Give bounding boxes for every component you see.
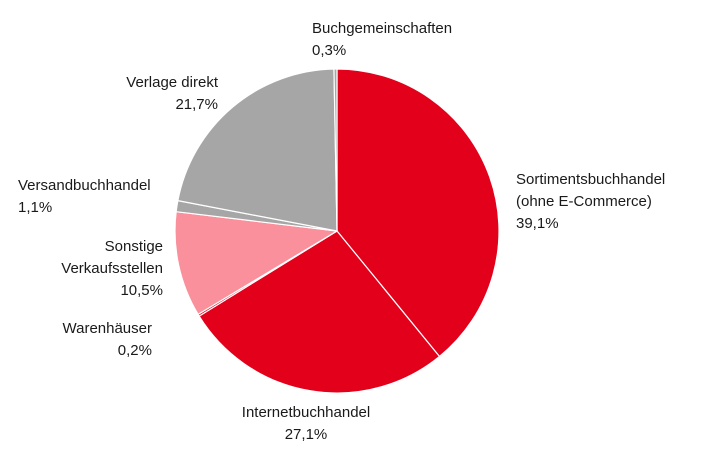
label-internetbuchhandel: Internetbuchhandel 27,1% xyxy=(242,404,370,443)
label-text: Warenhäuser xyxy=(63,320,153,337)
label-text: Verkaufsstellen xyxy=(61,260,163,277)
label-value: 27,1% xyxy=(285,426,328,443)
label-value: 39,1% xyxy=(516,215,559,232)
label-warenhaeuser: Warenhäuser 0,2% xyxy=(63,320,153,359)
label-sortimentsbuchhandel-ohne-e-commerce: Sortimentsbuchhandel (ohne E-Commerce) 39,… xyxy=(516,171,665,232)
label-value: 0,2% xyxy=(118,342,152,359)
label-text: Internetbuchhandel xyxy=(242,404,370,421)
label-verlage-direkt: Verlage direkt 21,7% xyxy=(126,74,219,113)
slice-buchgemeinschaften xyxy=(333,68,338,232)
label-versandbuchhandel: Versandbuchhandel 1,1% xyxy=(18,177,151,216)
label-sonstige-verkaufsstellen: Sonstige Verkaufsstellen 10,5% xyxy=(61,238,163,299)
slice-internetbuchhandel xyxy=(198,230,441,394)
label-text: Sonstige xyxy=(105,238,163,255)
label-text: Versandbuchhandel xyxy=(18,177,151,194)
slice-verlage-direkt xyxy=(177,68,338,232)
pie-slices xyxy=(174,68,500,394)
label-value: 10,5% xyxy=(120,282,163,299)
slice-sonstige-verkaufsstellen xyxy=(174,211,338,315)
label-value: 21,7% xyxy=(175,96,218,113)
label-value: 0,3% xyxy=(312,42,346,59)
label-value: 1,1% xyxy=(18,199,52,216)
label-text: Buchgemeinschaften xyxy=(312,20,452,37)
label-text: Verlage direkt xyxy=(126,74,219,91)
label-text: (ohne E-Commerce) xyxy=(516,193,652,210)
label-text: Sortimentsbuchhandel xyxy=(516,171,665,188)
label-buchgemeinschaften: Buchgemeinschaften 0,3% xyxy=(312,20,452,59)
pie-labels: Sortimentsbuchhandel (ohne E-Commerce) 39,… xyxy=(18,20,665,443)
slice-sortimentsbuchhandel-ohne-e-commerce xyxy=(336,68,500,358)
